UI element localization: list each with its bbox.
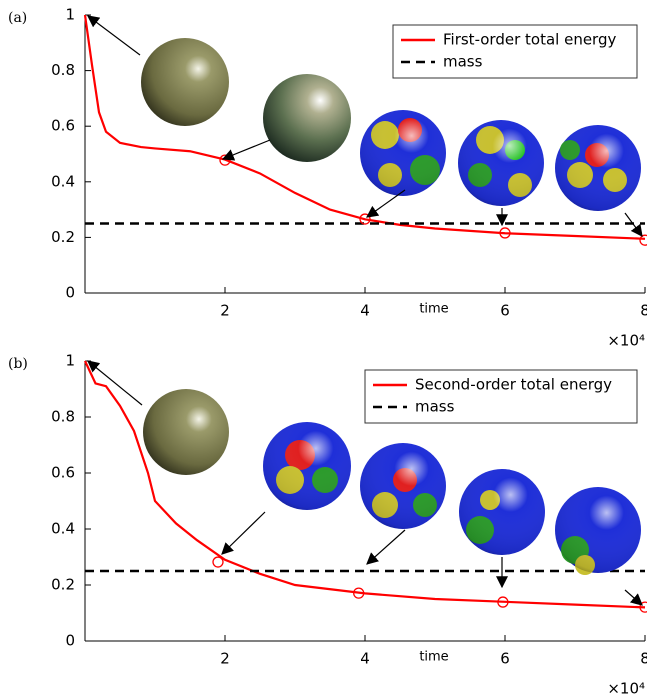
y-tick-label: 0.8	[51, 408, 75, 426]
x-multiplier: ×10⁴	[607, 332, 645, 350]
x-multiplier: ×10⁴	[607, 680, 645, 697]
figure: (b) 0 0.2 0.4 0.6 0.8 1 2 4 6 8 time ×10⁴ Second-orde…	[0, 0, 647, 697]
panel-label: (a)	[8, 10, 27, 26]
y-tick-label: 0.6	[51, 117, 75, 135]
x-axis-label: time	[419, 302, 448, 317]
panel: (a) 0 0.2 0.4 0.6 0.8 1 2 4 6 8 time ×10⁴ First-order…	[8, 6, 647, 350]
spheres	[141, 38, 641, 575]
panel-label: (b)	[8, 356, 28, 372]
y-tick-label: 0	[65, 284, 75, 302]
y-tick-label: 1	[65, 6, 75, 24]
x-tick-label: 6	[500, 650, 510, 668]
x-tick-label: 8	[640, 302, 647, 320]
x-tick-label: 8	[640, 650, 647, 668]
x-axis-label: time	[419, 650, 448, 665]
y-tick-label: 0.6	[51, 464, 75, 482]
x-tick-label: 4	[360, 650, 370, 668]
x-tick-label: 6	[500, 302, 510, 320]
x-tick-label: 4	[360, 302, 370, 320]
y-tick-label: 1	[65, 352, 75, 370]
marker	[213, 557, 223, 567]
marker	[640, 235, 647, 245]
y-tick-label: 0.2	[51, 228, 75, 246]
y-tick-label: 0	[65, 632, 75, 650]
legend-label: Second-order total energy	[415, 376, 612, 394]
y-tick-label: 0.8	[51, 61, 75, 79]
x-tick-label: 2	[220, 650, 230, 668]
legend-label: mass	[415, 398, 455, 416]
legend-label: mass	[443, 53, 483, 71]
y-tick-label: 0.2	[51, 576, 75, 594]
panel: (b) 0 0.2 0.4 0.6 0.8 1 2 4 6 8 time ×10⁴ Second-orde…	[8, 352, 647, 697]
y-tick-label: 0.4	[51, 520, 75, 538]
legend-label: First-order total energy	[443, 31, 616, 49]
x-tick-label: 2	[220, 302, 230, 320]
y-tick-label: 0.4	[51, 172, 75, 190]
